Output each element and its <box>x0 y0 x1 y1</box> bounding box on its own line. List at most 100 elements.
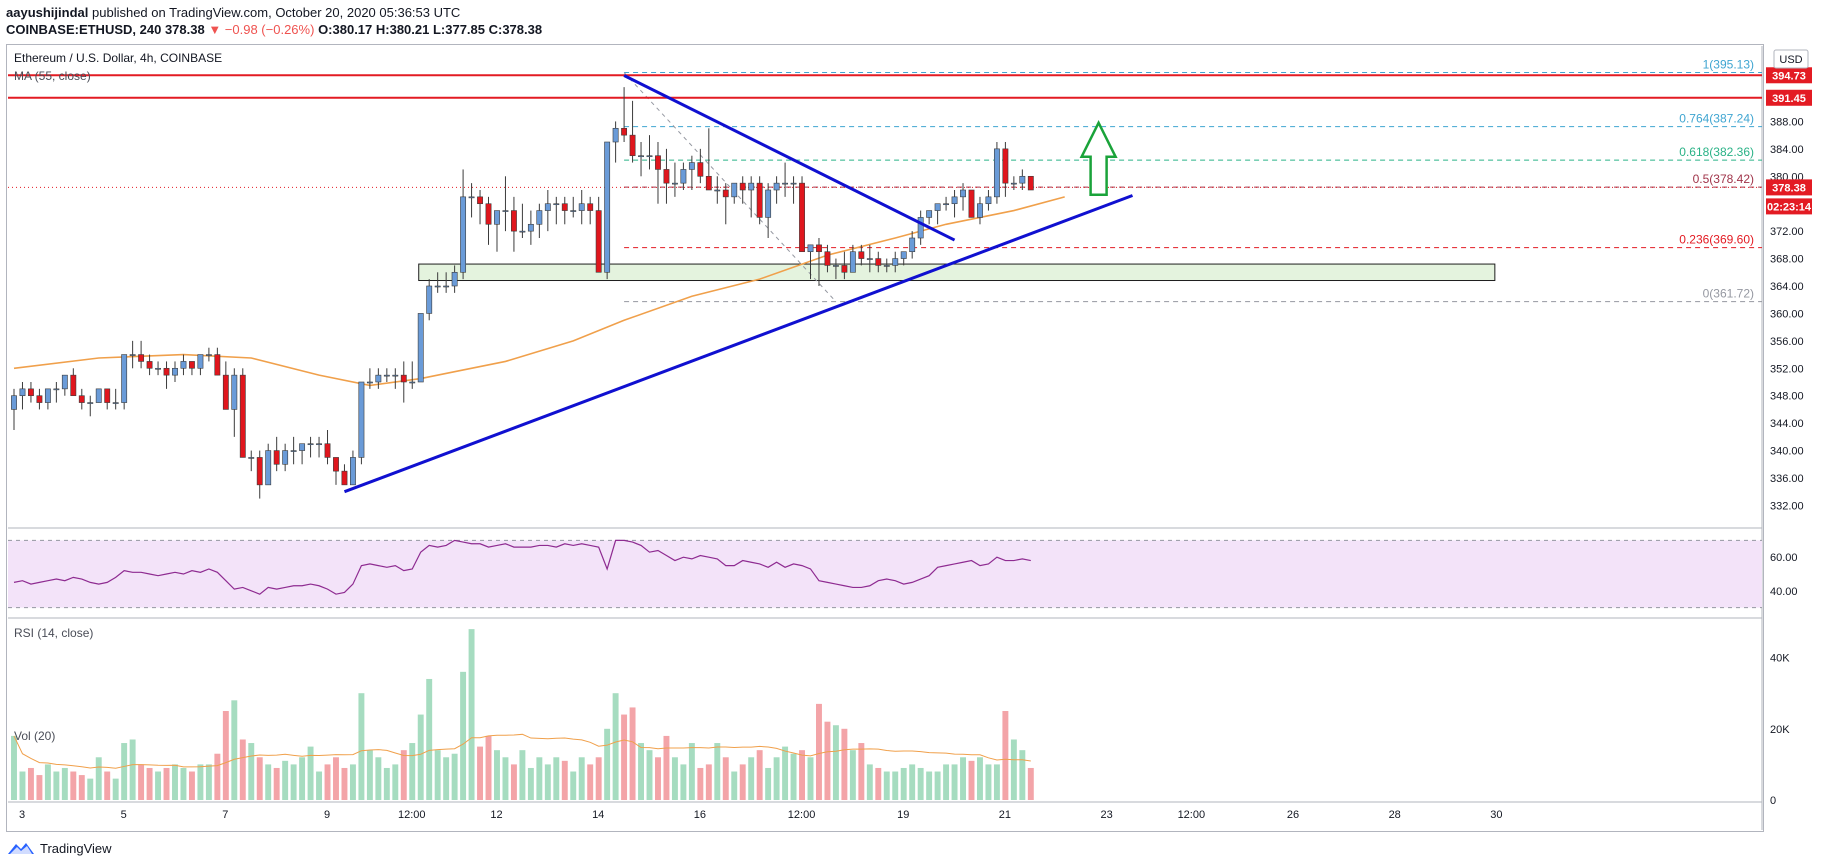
candle-body <box>231 374 238 410</box>
volume-bar <box>536 757 543 800</box>
candle-body <box>544 203 551 211</box>
time-axis-tick: 5 <box>121 809 127 821</box>
time-axis-tick: 26 <box>1287 809 1299 821</box>
candle-body <box>180 361 187 369</box>
price-axis-tick: 348.00 <box>1770 391 1804 403</box>
footer-brand[interactable]: TradingView <box>40 840 112 856</box>
volume-bar <box>849 750 856 800</box>
price-tag <box>1766 198 1812 215</box>
candle-body <box>451 271 458 287</box>
candle-body <box>527 223 534 232</box>
publish-line: aayushijindal published on TradingView.c… <box>6 4 542 21</box>
volume-bar <box>578 757 585 800</box>
volume-bar <box>705 764 712 800</box>
candle-body <box>570 210 577 212</box>
volume-bar <box>222 711 229 800</box>
candle-body <box>273 450 280 465</box>
volume-bar <box>409 743 416 800</box>
author-name[interactable]: aayushijindal <box>6 5 89 20</box>
price-tag <box>1766 89 1812 106</box>
candle-body <box>282 450 289 465</box>
volume-bar <box>900 767 907 800</box>
candle-body <box>214 354 221 376</box>
volume-bar <box>960 757 966 800</box>
candle-body <box>1010 182 1017 185</box>
candle-body <box>434 285 441 288</box>
volume-bar <box>163 767 170 800</box>
volume-bar <box>316 771 323 800</box>
volume-bar <box>443 757 450 800</box>
candle-body <box>799 182 805 253</box>
candle-body <box>926 210 933 218</box>
volume-bar <box>909 764 916 800</box>
volume-bar <box>722 757 729 800</box>
candle-body <box>299 443 306 451</box>
price-tag-label: 378.38 <box>1772 182 1806 194</box>
price-axis-tick: 332.00 <box>1770 500 1804 512</box>
candle-body <box>866 258 873 260</box>
volume-bar <box>883 771 890 800</box>
candle-body <box>621 127 628 136</box>
rsi-indicator-label[interactable]: RSI (14, close) <box>14 626 93 640</box>
candle-body <box>638 155 644 158</box>
volume-bar <box>519 750 526 800</box>
volume-bar <box>341 767 348 800</box>
volume-bar <box>460 671 467 800</box>
publish-info: published on TradingView.com, October 20… <box>92 5 461 20</box>
candle-body <box>290 450 297 452</box>
candle-body <box>333 457 339 472</box>
volume-bar <box>231 700 238 800</box>
candle-body <box>553 203 560 206</box>
volume-bar <box>307 746 314 800</box>
candle-body <box>70 374 77 397</box>
volume-bar <box>155 771 162 800</box>
candle-body <box>477 196 483 205</box>
volume-bar <box>1027 767 1034 800</box>
time-axis-tick: 12:00 <box>788 809 816 821</box>
fib-level-label: 0.5(378.42) <box>1693 172 1754 186</box>
volume-bar <box>392 764 399 800</box>
candle-body <box>138 354 145 362</box>
candle-body <box>900 251 907 259</box>
candle-body <box>44 388 51 403</box>
candle-body <box>561 203 568 211</box>
candle-body <box>239 374 246 458</box>
volume-bar <box>95 757 102 800</box>
chart-frame <box>6 44 1764 832</box>
volume-bar <box>485 735 492 800</box>
volume-bar <box>841 728 848 800</box>
candle-body <box>951 196 958 205</box>
candle-body <box>104 388 111 403</box>
candle-body <box>697 162 704 177</box>
price-tag <box>1766 179 1812 196</box>
currency-box[interactable] <box>1773 49 1809 69</box>
volume-bar <box>121 743 128 800</box>
candle-body <box>197 354 204 369</box>
volume-bar <box>934 771 941 800</box>
candle-body <box>849 251 856 273</box>
volume-bar <box>61 767 68 800</box>
volume-bar <box>799 750 805 800</box>
candle-body <box>36 395 43 403</box>
volume-bar <box>146 767 153 800</box>
volume-indicator-label[interactable]: Vol (20) <box>14 729 55 743</box>
rsi-axis-tick: 40.00 <box>1770 586 1798 598</box>
ma-indicator-label[interactable]: MA (55, close) <box>14 69 91 83</box>
tradingview-logo-icon[interactable] <box>6 840 36 856</box>
candle-body <box>943 203 950 206</box>
volume-bar <box>612 693 619 800</box>
volume-bar <box>943 764 950 800</box>
candle-body <box>265 450 272 486</box>
candle-body <box>366 381 373 384</box>
volume-bar <box>629 707 636 800</box>
candle-body <box>426 285 433 314</box>
volume-bar <box>790 753 797 800</box>
time-axis-tick: 12:00 <box>398 809 426 821</box>
candle-body <box>714 189 721 192</box>
volume-bar <box>375 757 382 800</box>
candle-body <box>172 367 178 376</box>
candle-body <box>858 251 865 259</box>
candle-body <box>629 134 636 157</box>
volume-bar <box>638 743 644 800</box>
